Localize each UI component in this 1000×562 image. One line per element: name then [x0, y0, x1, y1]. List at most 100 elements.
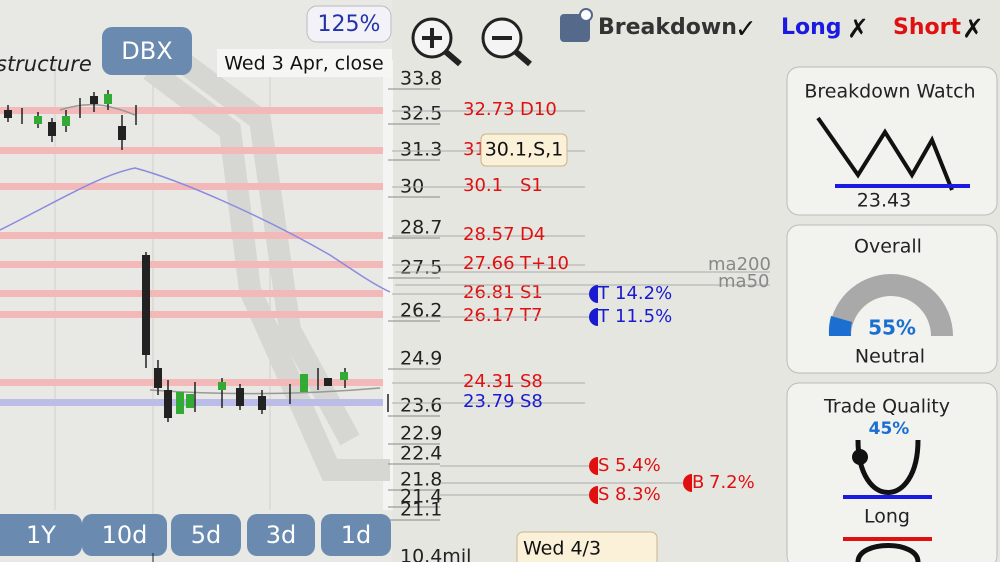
signal-icon-label: T [597, 283, 610, 304]
signal-icon-label: S [598, 484, 609, 505]
level-price: 27.66 [463, 253, 515, 274]
axis-label: 33.8 [400, 68, 442, 90]
signals: T 14.2%T 11.5% S 5.4% B 7.2% S 8.3% [440, 283, 755, 505]
level-tag: T7 [519, 305, 542, 326]
price-axis: 33.832.531.33028.727.526.224.923.622.922… [388, 68, 442, 521]
panel-quality[interactable] [786, 382, 998, 562]
signal-icon-label: T [597, 306, 610, 327]
toggle-mark: ✗ [847, 15, 869, 45]
axis-label: 21.8 [400, 469, 442, 491]
panel-status: Neutral [855, 346, 925, 368]
date-tooltip [516, 531, 658, 562]
ma-line [0, 167, 391, 293]
period-label: 10d [102, 521, 148, 549]
date-box [217, 49, 392, 77]
period-button[interactable] [0, 514, 82, 556]
axis-label: 31.3 [400, 139, 442, 161]
toggle-long[interactable]: Long [781, 15, 842, 40]
level-price: 23.79 [463, 391, 515, 412]
axis-label: 27.5 [400, 257, 442, 279]
volume: 10.4mil [400, 546, 471, 562]
signal-icon-label: S [598, 455, 609, 476]
level-tag: S8 [520, 391, 543, 412]
level-tag: S1 [520, 175, 543, 196]
period-label: 1Y [26, 521, 56, 549]
signal-text: 8.3% [615, 484, 661, 505]
axis-label: 22.4 [400, 443, 442, 465]
date: Wed 3 Apr, close [224, 53, 383, 75]
axis-label: 23.6 [400, 395, 442, 417]
panel-value: 55% [868, 316, 916, 340]
signal-icon [589, 285, 598, 303]
candle-bodies [4, 94, 348, 418]
period-button[interactable] [321, 514, 391, 556]
level-tag: S1 [520, 282, 543, 303]
axis-label: 24.9 [400, 348, 442, 370]
signal-text: 14.2% [615, 283, 672, 304]
quality-curve [855, 543, 921, 562]
tooltip-box [480, 133, 568, 167]
ma-label: ma50 [718, 271, 769, 292]
level-price: 26.17 [463, 305, 515, 326]
quality-dot [852, 449, 868, 465]
level-tag: D4 [520, 224, 545, 245]
panel-value: 23.43 [857, 190, 911, 212]
footer-date: Wed 4/3 [523, 538, 601, 560]
level-price: 30.1 [463, 175, 503, 196]
period-label: 3d [266, 521, 297, 549]
tooltip: 30.1,S,1 [485, 139, 564, 161]
period-button[interactable] [171, 514, 241, 556]
period-label: 1d [341, 521, 372, 549]
toggle-short[interactable]: Short [893, 15, 961, 40]
ma-label: ma200 [708, 254, 771, 275]
panel-value: 45% [869, 419, 910, 439]
signal-icon-label: B [692, 472, 704, 493]
level-tag: T+10 [519, 253, 569, 274]
symbol: DBX [121, 37, 172, 65]
signal-text: 7.2% [709, 472, 755, 493]
level-price: 24.31 [463, 371, 515, 392]
panel-title: Breakdown Watch [804, 81, 975, 103]
toggle-mark: ✗ [962, 15, 984, 45]
axis-label: 26.2 [400, 300, 442, 322]
period-button[interactable] [82, 514, 167, 556]
level-price: 32.73 [463, 99, 515, 120]
level-price: 28.57 [463, 224, 515, 245]
signal-icon [589, 457, 598, 475]
toggle-breakdown[interactable]: Breakdown [598, 15, 737, 40]
period-label: 5d [191, 521, 222, 549]
signal-icon [589, 486, 598, 504]
period-button[interactable] [247, 514, 315, 556]
level-bands [0, 107, 383, 386]
panel-status: Long [864, 506, 910, 528]
zoom-text: 125% [318, 12, 381, 37]
gauge [829, 274, 953, 336]
level-tag: D10 [520, 99, 557, 120]
axis-label: 21.1 [400, 499, 442, 521]
period-buttons: 1Y 10d 5d 3d 1d [0, 514, 391, 556]
level-price: 26.81 [463, 282, 515, 303]
panel-title: Overall [854, 236, 922, 258]
axis-label: 21.4 [400, 486, 442, 508]
zoom-in[interactable] [411, 17, 462, 67]
signal-icon [683, 474, 692, 492]
signal-text: 11.5% [615, 306, 672, 327]
level-price: 31 [463, 139, 486, 160]
signal-icon [589, 308, 598, 326]
zoom-level[interactable] [306, 5, 392, 43]
chart-edge [383, 60, 393, 510]
signal-text: 5.4% [615, 455, 661, 476]
panel-icon-dot [579, 8, 593, 22]
axis-label: 22.9 [400, 423, 442, 445]
gauge-fill [828, 316, 852, 336]
symbol-button[interactable] [102, 27, 192, 75]
axis-label: 32.5 [400, 103, 442, 125]
panel-title: Trade Quality [823, 396, 950, 418]
level-tag: S8 [520, 371, 543, 392]
toggle-mark: ✓ [735, 15, 757, 45]
breakdown-graph [816, 116, 954, 191]
zoom-out[interactable] [481, 17, 532, 67]
chart-title: structure [0, 52, 92, 76]
